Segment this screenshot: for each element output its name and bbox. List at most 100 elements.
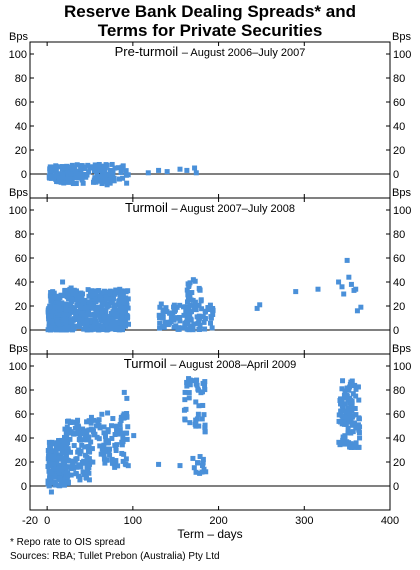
data-point [190,378,196,384]
data-point [339,386,345,392]
data-point [58,443,64,449]
data-point [119,442,125,448]
data-point [157,325,163,331]
data-point [110,416,116,422]
data-point [57,446,63,452]
data-point [117,302,123,308]
data-point [208,315,214,321]
data-point [120,293,126,299]
data-point [81,302,87,308]
data-point [88,426,94,432]
data-point [80,437,86,443]
data-point [75,316,81,322]
data-point [125,463,131,469]
data-point [93,306,99,312]
data-point [157,315,163,321]
y-tick-label-right: 100 [393,361,411,373]
data-point [157,304,163,310]
data-point [113,423,119,429]
data-point [112,165,118,171]
data-point [55,297,61,303]
data-point [94,169,100,175]
data-point [48,313,54,319]
data-point [181,312,187,318]
data-point [51,461,57,467]
data-point [117,286,123,292]
data-point [78,448,84,454]
data-point [92,162,98,168]
data-point [99,411,105,417]
data-point [348,380,354,386]
data-point [75,309,81,315]
y-tick-label-right: 20 [393,145,405,157]
data-point [338,401,344,407]
data-point [353,425,359,431]
data-point [344,257,350,263]
data-point [118,307,124,313]
data-point [108,168,114,174]
data-point [196,318,202,324]
data-point [116,176,122,182]
data-point [101,313,107,319]
data-point [120,325,126,331]
data-point [110,296,116,302]
y-unit-left: Bps [9,187,28,199]
data-point [171,304,177,310]
data-point [73,470,79,476]
data-point [84,468,90,474]
data-point [124,410,130,416]
data-point [160,311,166,317]
data-point [193,399,199,405]
data-point [97,327,103,333]
data-point [115,463,121,469]
data-point [160,315,166,321]
data-point [337,442,343,448]
data-point [68,429,74,435]
data-point [69,296,75,302]
data-point [99,323,105,329]
data-point [257,302,263,308]
data-point [126,321,132,327]
data-point [87,448,93,454]
data-point [92,431,98,437]
data-point [168,315,174,321]
data-point [83,474,89,480]
data-point [50,289,56,295]
data-point [160,307,166,313]
data-point [45,327,51,333]
data-point [79,296,85,302]
data-point [192,421,198,427]
data-point [88,414,94,420]
data-point [84,318,90,324]
data-point [193,469,199,475]
data-point [48,298,54,304]
y-tick-label-left: 40 [15,277,27,289]
data-point [63,455,69,461]
data-point [120,439,126,445]
data-point [107,452,113,458]
data-point [113,445,119,451]
data-point [90,459,96,465]
data-point [73,168,79,174]
data-point [48,455,54,461]
data-point [58,327,64,333]
data-point [68,307,74,313]
y-tick-label-right: 20 [393,457,405,469]
data-point [123,168,129,174]
data-point [118,167,124,173]
data-point [161,324,167,330]
data-point [182,389,188,395]
panel-title-period: – August 2006–July 2007 [182,47,306,59]
y-tick-label-right: 60 [393,409,405,421]
data-point [172,307,178,313]
data-point [156,461,162,467]
data-point [184,379,190,385]
data-point [187,382,193,388]
data-point [49,303,55,309]
data-point [84,305,90,311]
data-point [80,320,86,326]
data-point [192,299,198,305]
data-point [186,395,192,401]
data-point [91,320,97,326]
data-point [101,456,107,462]
